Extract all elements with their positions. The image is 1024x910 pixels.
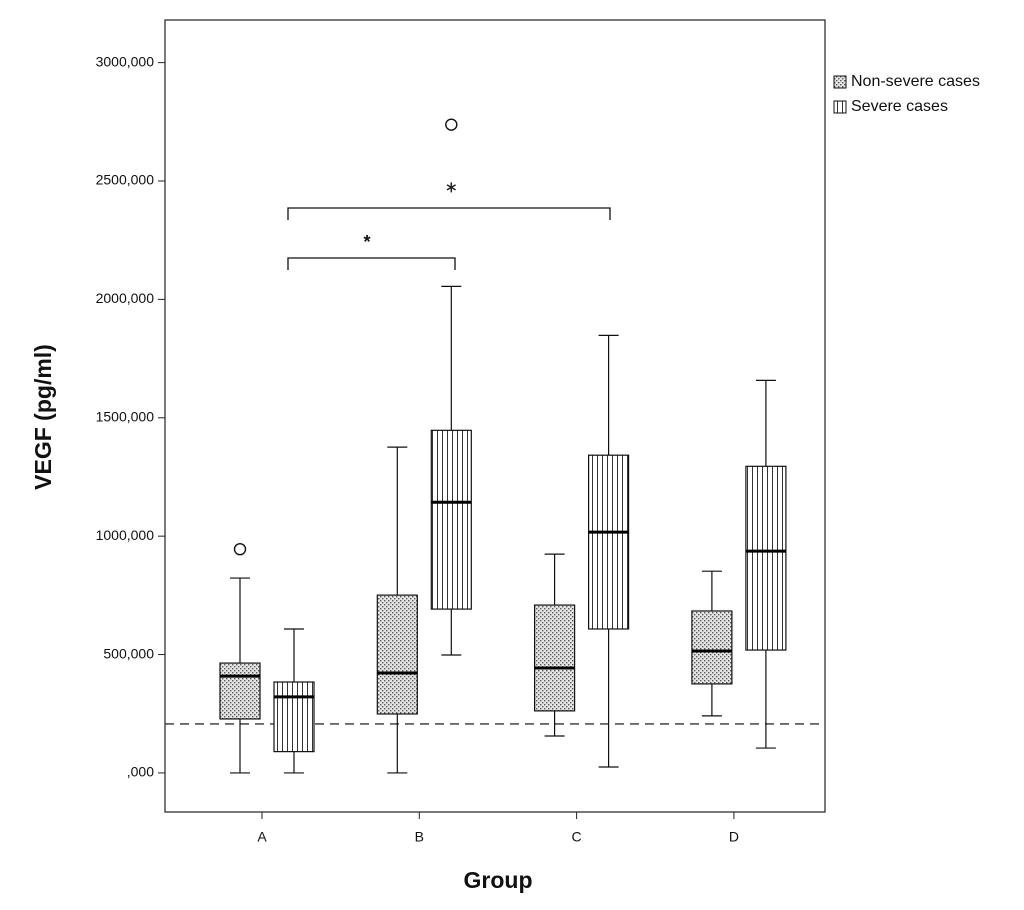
x-axis-title: Group	[464, 867, 533, 893]
plot-frame	[164, 19, 826, 813]
box	[273, 681, 315, 753]
x-tick-label: C	[572, 829, 582, 845]
x-tick-label: D	[729, 829, 739, 845]
box	[219, 662, 261, 720]
box	[533, 604, 576, 712]
significance-bracket	[287, 207, 611, 220]
box	[430, 429, 472, 610]
y-tick-label: 1500,000	[96, 408, 155, 424]
box	[587, 454, 630, 630]
y-tick-label: 3000,000	[96, 53, 155, 69]
significance-bracket	[287, 257, 456, 270]
box	[691, 610, 733, 685]
y-tick-label: 1000,000	[96, 527, 155, 543]
extreme-marker	[446, 182, 457, 193]
box	[376, 594, 418, 715]
outlier	[233, 542, 247, 556]
x-tick-label: B	[415, 829, 424, 845]
legend-swatch	[833, 100, 847, 114]
y-tick-label: 2500,000	[96, 172, 155, 188]
y-tick-label: 2000,000	[96, 290, 155, 306]
legend-swatch	[833, 75, 847, 89]
significance-star: *	[363, 232, 370, 252]
outlier	[445, 118, 458, 131]
legend-label: Non-severe cases	[851, 73, 980, 90]
x-tick-label: A	[257, 829, 267, 845]
box	[745, 465, 787, 651]
y-tick-label: 500,000	[103, 645, 154, 661]
y-tick-label: ,000	[127, 764, 154, 780]
y-axis-title: VEGF (pg/ml)	[30, 344, 56, 490]
legend-label: Severe cases	[851, 98, 948, 115]
